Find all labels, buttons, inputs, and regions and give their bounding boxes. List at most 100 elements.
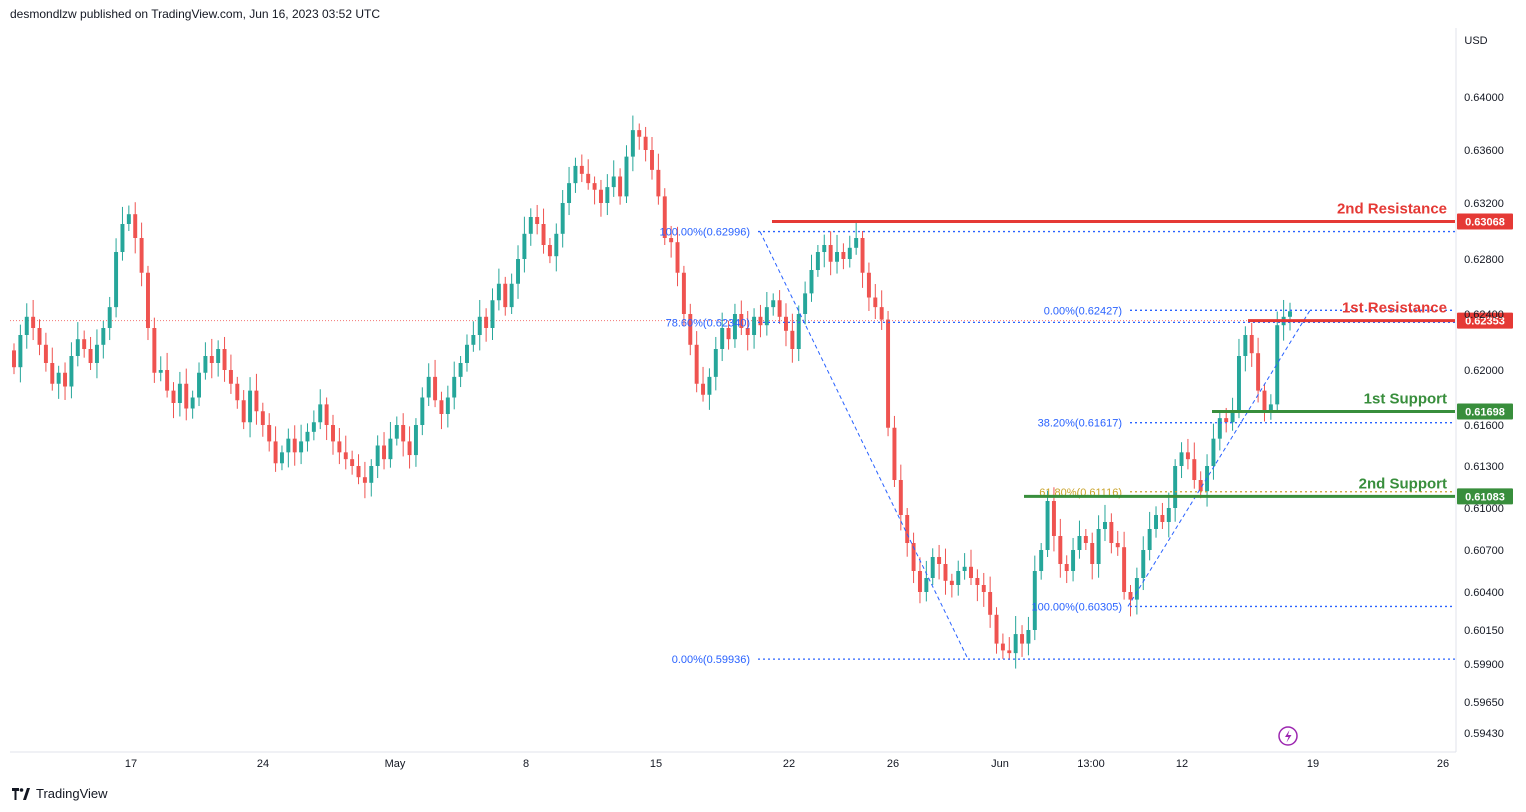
candle — [1007, 637, 1012, 660]
candle-body — [56, 372, 61, 384]
candle — [879, 290, 884, 330]
candle — [311, 410, 316, 441]
candle — [854, 222, 859, 255]
candle — [343, 435, 348, 470]
lightning-icon[interactable] — [1278, 726, 1298, 746]
price-tick-label: 0.61000 — [1464, 503, 1504, 515]
candle-body — [713, 349, 718, 377]
candle-body — [1077, 536, 1082, 550]
axis-currency: USD — [1464, 35, 1487, 47]
candle-body — [886, 319, 891, 428]
candle-body — [465, 344, 469, 363]
candles-layer — [12, 115, 1292, 669]
candle — [911, 532, 916, 584]
fib-level-label: 100.00%(0.62996) — [659, 227, 750, 239]
fib-level-label: 78.60%(0.62340) — [666, 317, 750, 329]
candle-body — [1179, 452, 1184, 466]
candle — [1064, 555, 1069, 584]
candle-body — [905, 515, 910, 543]
candle — [943, 548, 948, 595]
candle — [860, 231, 865, 288]
candle-body — [216, 349, 221, 363]
price-badge[interactable] — [1457, 312, 1513, 329]
candle-body — [1026, 630, 1031, 644]
candle-body — [739, 314, 744, 328]
candle — [713, 336, 718, 391]
price-tick-label: 0.63200 — [1464, 198, 1504, 210]
candle-body — [828, 245, 833, 262]
candle-body — [1224, 418, 1229, 423]
candle — [732, 303, 737, 348]
candle — [758, 304, 763, 338]
candle — [394, 416, 399, 446]
candle — [1109, 513, 1114, 554]
time-tick-label: 19 — [1307, 758, 1319, 770]
candle-body — [490, 300, 495, 328]
candle — [433, 359, 438, 408]
time-axis[interactable]: 17 24 May 8 15 22 26 Jun 13:00 12 19 26 — [10, 751, 1456, 770]
candle-body — [835, 252, 839, 262]
candle — [362, 461, 367, 499]
candle-body — [969, 566, 973, 578]
candle-body — [547, 245, 552, 257]
price-axis[interactable]: 0.63068 0.62353 0.61698 0.61083 USD 0.64000 0.… — [1455, 28, 1513, 752]
candle-body — [764, 307, 769, 326]
candle — [975, 569, 980, 602]
candle — [624, 145, 629, 203]
candle-body — [484, 316, 489, 328]
candle-body — [1141, 550, 1146, 578]
time-tick-label: 17 — [125, 758, 137, 770]
candle-body — [1090, 543, 1095, 564]
price-tick-label: 0.60700 — [1464, 545, 1504, 557]
candle-body — [592, 183, 597, 190]
candle-body — [1007, 650, 1012, 654]
candle-body — [618, 176, 623, 197]
candle-body — [286, 438, 291, 453]
candle — [139, 222, 144, 287]
candle — [222, 336, 227, 382]
candle — [528, 208, 533, 246]
price-badge[interactable] — [1457, 488, 1513, 505]
price-badge[interactable] — [1457, 213, 1513, 230]
candle-body — [184, 383, 189, 409]
candle-body — [1122, 547, 1127, 592]
candle — [637, 123, 642, 150]
candle-body — [975, 578, 980, 585]
candle-body — [879, 307, 884, 320]
candle-body — [18, 335, 23, 368]
price-tick-label: 0.59900 — [1464, 659, 1504, 671]
price-tick-label: 0.62000 — [1464, 365, 1504, 377]
candle-body — [267, 425, 272, 442]
price-badge-label: 0.61083 — [1465, 491, 1505, 503]
candle-body — [1039, 550, 1044, 571]
candle — [18, 324, 23, 383]
candle-body — [1134, 578, 1139, 600]
candle-body — [624, 156, 629, 197]
fib-level-label: 100.00%(0.60305) — [1031, 601, 1122, 613]
time-tick-label: 15 — [650, 758, 662, 770]
candle-body — [822, 245, 827, 252]
time-tick-label: 24 — [257, 758, 269, 770]
candle-body — [203, 356, 208, 373]
candle-body — [114, 252, 119, 308]
price-badge[interactable] — [1457, 403, 1513, 420]
candle — [286, 428, 291, 468]
candle — [1179, 442, 1184, 479]
candle-body — [331, 425, 335, 442]
candle — [892, 415, 897, 487]
candle-body — [630, 130, 635, 157]
candle — [988, 576, 993, 628]
candle — [1192, 442, 1197, 489]
footer-brand[interactable]: TradingView — [12, 786, 108, 801]
candle — [1128, 585, 1133, 617]
candle — [828, 231, 833, 276]
candle — [37, 319, 42, 356]
candle — [1288, 302, 1292, 331]
candle — [592, 176, 597, 205]
candle-body — [669, 238, 674, 243]
time-tick-label: 26 — [1437, 758, 1449, 770]
candle — [1039, 543, 1044, 580]
candle-body — [707, 376, 712, 395]
candle — [235, 376, 240, 409]
